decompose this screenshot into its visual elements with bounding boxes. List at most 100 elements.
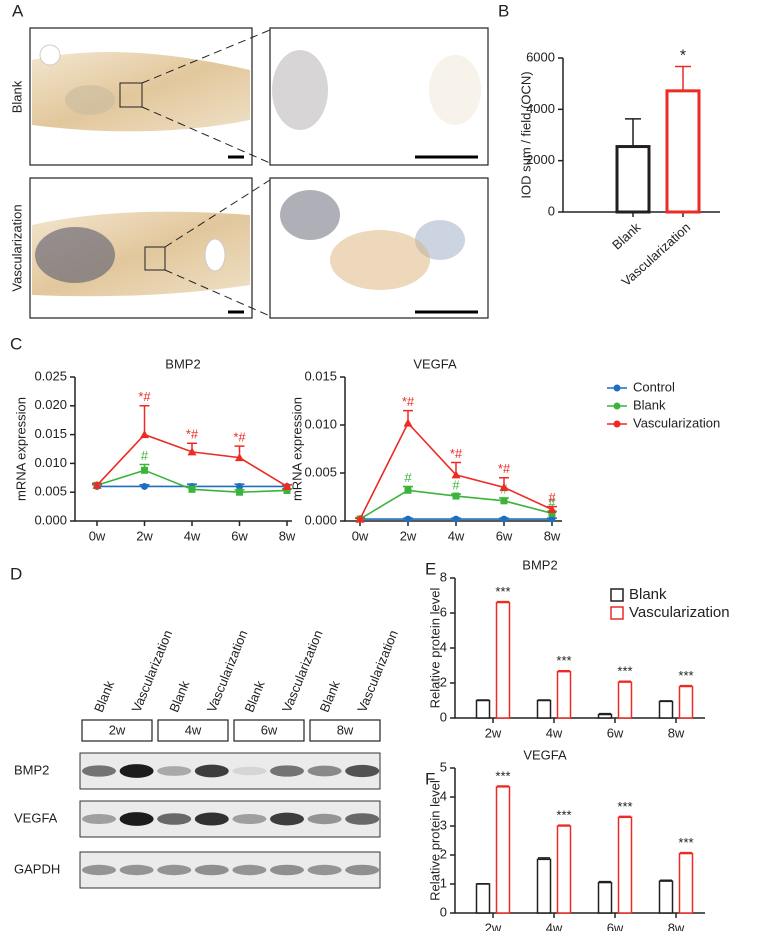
zoom-line bbox=[141, 106, 271, 164]
bar bbox=[597, 713, 613, 719]
annotation: *** bbox=[556, 653, 571, 668]
zoom-line bbox=[141, 29, 271, 84]
protein-label: VEGFA bbox=[14, 810, 58, 825]
x-tick-label: 2w bbox=[136, 528, 153, 543]
error-bar bbox=[477, 699, 489, 701]
tissue bbox=[39, 44, 61, 66]
annotation: *** bbox=[556, 808, 571, 823]
tissue bbox=[415, 220, 465, 260]
marker bbox=[548, 515, 556, 523]
band bbox=[194, 764, 229, 778]
lane-label: Vascularization bbox=[354, 628, 401, 714]
y-tick-label: 4 bbox=[440, 639, 447, 654]
error-bar bbox=[139, 405, 150, 435]
error-bar bbox=[599, 712, 611, 715]
error-bar bbox=[497, 785, 509, 787]
y-tick-label: 1 bbox=[440, 875, 447, 890]
band bbox=[194, 812, 229, 826]
x-tick-label: 2w bbox=[485, 725, 502, 740]
panel-label: E bbox=[425, 559, 436, 578]
x-tick-label: 6w bbox=[607, 920, 624, 931]
y-tick-label: 8 bbox=[440, 569, 447, 584]
tissue bbox=[280, 190, 340, 240]
histology-image bbox=[269, 27, 489, 166]
x-tick-label: 2w bbox=[485, 920, 502, 931]
x-tick-label: 8w bbox=[544, 528, 561, 543]
error-bar bbox=[497, 600, 509, 603]
y-tick-label: 6000 bbox=[526, 49, 555, 64]
panel-label: C bbox=[10, 334, 22, 353]
panel-label: F bbox=[425, 769, 435, 788]
x-tick-label: 4w bbox=[546, 920, 563, 931]
timepoint-box bbox=[81, 719, 153, 742]
chart-title: BMP2 bbox=[522, 557, 557, 572]
blot bbox=[79, 851, 381, 889]
error-bar bbox=[619, 680, 631, 683]
line bbox=[96, 433, 288, 488]
error-bar bbox=[660, 700, 672, 702]
y-axis-label: Relative protein level bbox=[427, 588, 442, 709]
bar bbox=[536, 858, 552, 914]
bar bbox=[495, 786, 511, 914]
timepoint-box bbox=[309, 719, 381, 742]
timepoint-label: 2w bbox=[109, 722, 126, 737]
y-tick-label: 0.005 bbox=[34, 484, 67, 499]
x-tick-label: 4w bbox=[184, 528, 201, 543]
tissue bbox=[65, 85, 115, 115]
x-tick-label: 6w bbox=[496, 528, 513, 543]
x-tick-label: 6w bbox=[231, 528, 248, 543]
marker bbox=[452, 515, 460, 523]
band bbox=[82, 864, 116, 876]
tissue bbox=[272, 50, 328, 130]
band bbox=[270, 864, 304, 876]
marker bbox=[140, 430, 149, 439]
band bbox=[119, 812, 154, 826]
marker bbox=[92, 480, 102, 489]
marker bbox=[141, 482, 148, 490]
zoom-box bbox=[119, 82, 143, 108]
marker bbox=[236, 482, 243, 490]
bar bbox=[495, 601, 511, 719]
protein-label: BMP2 bbox=[14, 762, 49, 777]
legend-swatch bbox=[610, 588, 624, 602]
band bbox=[307, 765, 342, 777]
annotation: *** bbox=[495, 584, 510, 599]
y-tick-label: 0.015 bbox=[34, 426, 67, 441]
y-axis-label: IOD sum / field (OCN) bbox=[518, 71, 533, 198]
y-tick-label: 0.005 bbox=[304, 464, 337, 479]
error-bar bbox=[680, 851, 692, 854]
row-label: Blank bbox=[9, 80, 24, 113]
band bbox=[194, 864, 229, 876]
bar bbox=[678, 685, 694, 719]
bar bbox=[665, 89, 701, 214]
timepoint-box bbox=[157, 719, 229, 742]
lane-label: Blank bbox=[317, 678, 343, 714]
band bbox=[270, 765, 304, 777]
tissue bbox=[330, 230, 430, 290]
panel-label: A bbox=[12, 1, 24, 20]
y-tick-label: 0.000 bbox=[304, 512, 337, 527]
x-tick-label: 6w bbox=[607, 725, 624, 740]
marker bbox=[548, 509, 556, 517]
y-tick-label: 0.025 bbox=[34, 368, 67, 383]
bar bbox=[536, 699, 552, 719]
marker bbox=[500, 497, 508, 505]
bar bbox=[658, 700, 674, 719]
annotation: *# bbox=[233, 430, 246, 445]
band bbox=[157, 864, 192, 876]
legend-swatch bbox=[610, 606, 624, 620]
marker bbox=[452, 492, 460, 500]
error-bar bbox=[680, 684, 692, 687]
band bbox=[232, 864, 267, 876]
legend-label: Blank bbox=[629, 586, 667, 603]
tissue bbox=[35, 227, 115, 283]
marker bbox=[188, 485, 196, 493]
annotation: *# bbox=[498, 461, 511, 476]
zoom-box bbox=[144, 246, 166, 271]
x-tick-label: 8w bbox=[668, 920, 685, 931]
chart-title: BMP2 bbox=[165, 356, 200, 371]
error-bar bbox=[538, 699, 550, 701]
error-bar bbox=[558, 670, 570, 672]
annotation: # bbox=[404, 470, 412, 485]
